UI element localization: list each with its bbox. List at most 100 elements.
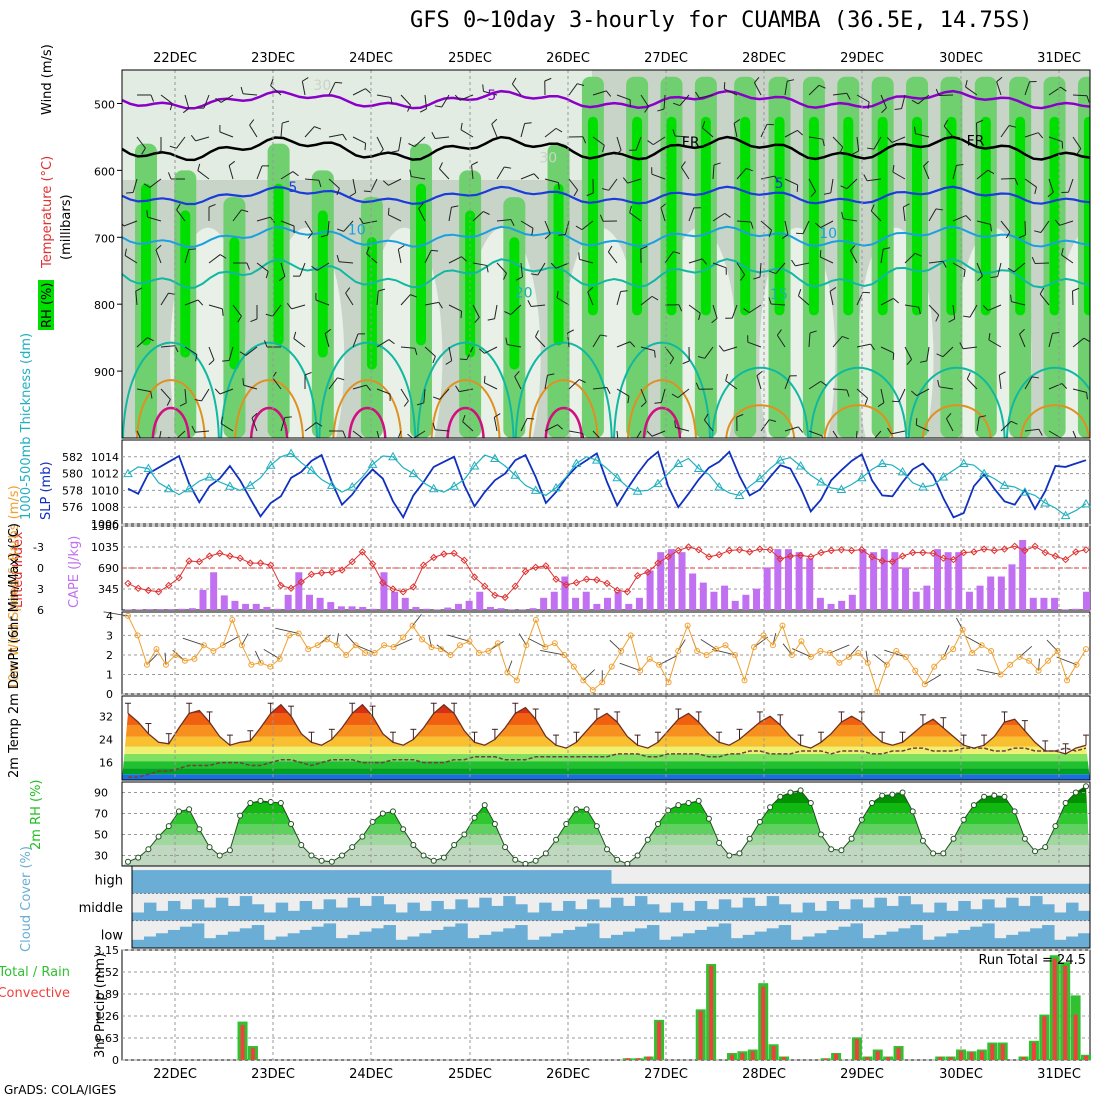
upper-wind-barb-flag <box>414 348 418 356</box>
wind10m-barb <box>103 611 129 617</box>
thickness-point <box>816 476 826 486</box>
cloud-cell <box>718 923 732 948</box>
cloud-cell <box>742 897 756 921</box>
wind10m-point <box>1016 653 1023 660</box>
rh2m-point <box>818 831 825 838</box>
upper-wind-barb <box>943 125 954 138</box>
wind10m-point <box>324 636 331 643</box>
wind10m-point <box>532 616 539 623</box>
upper-wind-barb-flag <box>979 415 987 418</box>
wind10m-point <box>475 650 482 656</box>
cape-bar <box>252 603 260 610</box>
lifted-index-point <box>460 556 469 565</box>
upper-wind-barb <box>251 417 258 432</box>
upper-wind-barb <box>195 430 210 433</box>
upper-wind-barb <box>592 334 601 348</box>
upper-wind-barb-flag <box>544 233 551 240</box>
upper-wind-barb <box>916 388 930 397</box>
cloud-cell <box>407 902 420 921</box>
wind-tick-2: 2 <box>106 649 113 662</box>
upper-wind-barb <box>228 346 234 361</box>
wind10m-point <box>438 646 445 653</box>
upper-wind-barb-flag <box>431 249 439 252</box>
cloud-cell <box>922 883 935 894</box>
cape-bar <box>753 588 761 610</box>
contour-25-arch <box>234 379 305 438</box>
upper-wind-barb-flag <box>491 118 498 125</box>
upper-wind-barb-flag <box>314 126 322 130</box>
cloud-cell <box>706 883 720 894</box>
cloud-cell <box>371 928 384 948</box>
upper-wind-barb <box>220 423 234 432</box>
rh2m-point <box>308 852 315 859</box>
cape-bar <box>827 603 835 610</box>
upper-wind-barb <box>324 333 330 348</box>
cloud-cell <box>491 870 504 894</box>
wind10m-point <box>959 626 966 633</box>
contour-20-arch <box>1005 366 1090 438</box>
upper-wind-barb <box>997 262 1002 277</box>
upper-wind-barb-flag <box>911 390 917 396</box>
cloud-cell <box>838 883 851 894</box>
cloud-cell <box>563 929 576 948</box>
wind10m-point <box>1007 661 1014 668</box>
upper-wind-barb <box>316 262 330 271</box>
upper-wind-barb <box>352 430 364 438</box>
lifted-index-point <box>389 585 397 593</box>
upper-wind-barb <box>484 346 498 354</box>
wind10m-point <box>627 632 634 639</box>
contour-label-3: 5 <box>288 180 297 196</box>
rh-ylabel: 2m RH (%) <box>29 779 44 850</box>
upper-wind-barb-flag <box>605 90 612 97</box>
cloud-cell <box>239 870 253 894</box>
upper-wind-barb <box>208 346 215 361</box>
cloud-cell <box>1054 939 1067 948</box>
cape-bar <box>784 549 792 610</box>
wind10m-point <box>921 681 928 688</box>
wind10m-point <box>779 622 786 629</box>
upper-wind-barb-flag <box>182 108 190 114</box>
cloud-cell <box>862 938 875 948</box>
upper-wind-barb <box>400 388 409 402</box>
rh2m-point <box>410 842 417 848</box>
cloud-cell <box>742 934 756 948</box>
upper-wind-barb <box>880 249 884 264</box>
cloud-cell <box>431 870 444 894</box>
upper-wind-barb <box>459 388 474 393</box>
lifted-index-point <box>195 557 204 566</box>
upper-wind-barb-flag <box>918 307 921 315</box>
upper-wind-barb <box>898 388 906 402</box>
upper-wind-barb-flag <box>304 371 312 376</box>
cape-bar <box>337 606 345 610</box>
upper-wind-barb <box>520 173 535 180</box>
lifted-index-point <box>888 557 897 566</box>
date-label-bottom-23DEC: 23DEC <box>251 1067 295 1082</box>
upper-wind-barb-flag <box>516 276 523 281</box>
upper-wind-barb <box>123 220 138 227</box>
upper-wind-barb <box>256 165 263 180</box>
upper-wind-barb-flag <box>886 137 893 143</box>
cloud-cell <box>251 904 265 921</box>
cloud-cell <box>467 907 480 921</box>
upper-wind-barb-flag <box>887 427 892 435</box>
upper-wind-barb-flag <box>671 393 679 399</box>
lifted-index-point <box>307 570 316 579</box>
contour-15 <box>122 258 1090 289</box>
upper-wind-barb <box>928 260 943 264</box>
cloud-cell <box>167 929 181 948</box>
cape-bar <box>699 582 707 610</box>
upper-wind-barb <box>1059 220 1074 226</box>
cape-bar <box>859 549 867 610</box>
upper-wind-barb-flag <box>937 379 940 387</box>
upper-wind-barb <box>304 178 319 181</box>
precip-conv-bar <box>1042 1016 1047 1060</box>
upper-wind-barb-flag <box>963 269 966 277</box>
cape-bar <box>1051 597 1059 610</box>
upper-wind-barb-flag <box>342 134 347 141</box>
upper-wind-barb-flag <box>892 165 895 173</box>
slp-tick-1014: 1014 <box>91 451 119 464</box>
upper-wind-barb-flag <box>1034 186 1037 194</box>
upper-wind-barb <box>270 85 282 96</box>
precip-conv-bar <box>657 1021 662 1060</box>
upper-wind-barb-flag <box>286 302 292 310</box>
